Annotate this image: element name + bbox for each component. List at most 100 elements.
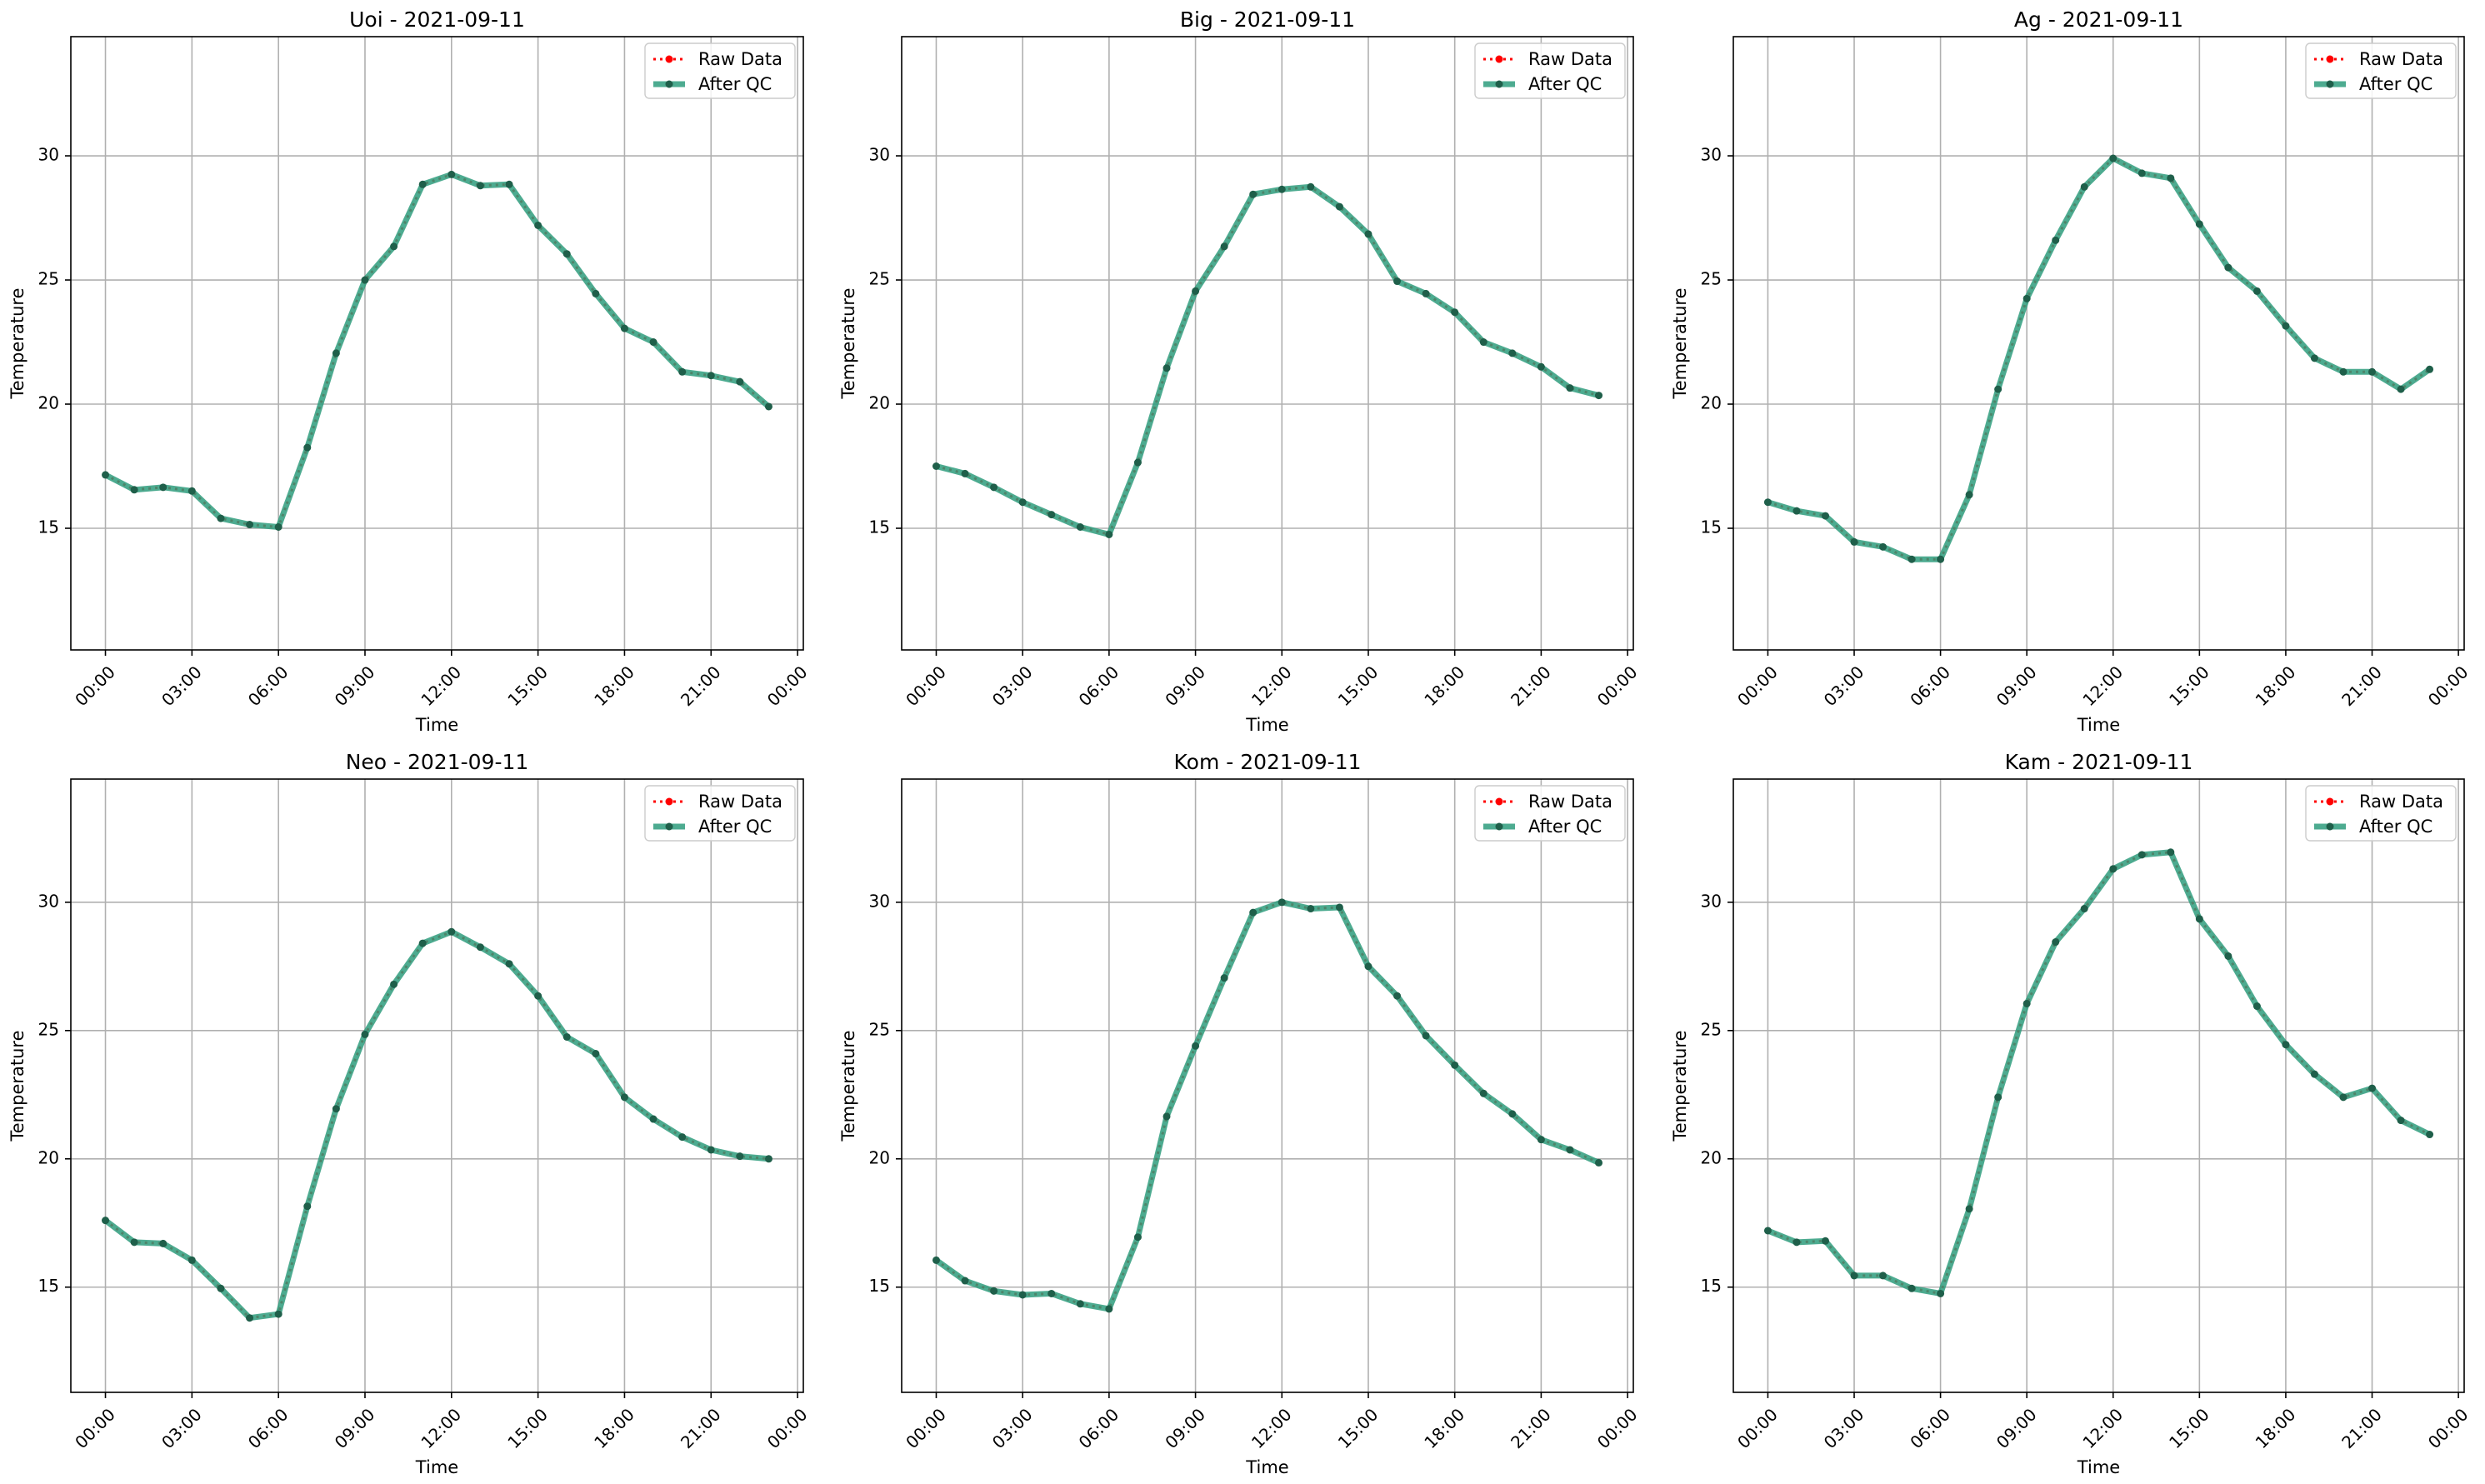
after-qc-point — [390, 242, 398, 251]
after-qc-point — [1278, 898, 1286, 907]
after-qc-point — [1965, 1205, 1973, 1213]
after-qc-point — [534, 992, 542, 1000]
after-qc-point — [620, 324, 628, 332]
y-tick-label: 20 — [1701, 1147, 1722, 1167]
after-qc-point — [1335, 202, 1343, 211]
after-qc-point — [1162, 364, 1171, 372]
after-qc-point — [1937, 1289, 1945, 1297]
series-after-qc — [1763, 848, 2434, 1297]
after-qc-line — [1764, 155, 2433, 562]
after-qc-point — [159, 1239, 168, 1247]
y-axis-label: Temperature — [1670, 1030, 1690, 1142]
legend: Raw Data After QC — [2305, 42, 2457, 99]
after-qc-point — [1479, 338, 1488, 347]
after-qc-point — [1908, 555, 1916, 563]
after-qc-point — [1133, 458, 1142, 467]
y-axis-label: Temperature — [838, 1030, 858, 1142]
legend-raw-marker — [665, 55, 673, 63]
subplot-title: Neo - 2021-09-11 — [346, 750, 529, 774]
legend-raw-marker — [2326, 55, 2334, 63]
after-qc-point — [2282, 322, 2290, 330]
x-axis-label: Time — [2077, 1457, 2120, 1477]
y-tick-label: 15 — [38, 1276, 59, 1296]
legend-raw-label: Raw Data — [698, 792, 782, 812]
legend-raw-label: Raw Data — [1528, 49, 1612, 69]
after-qc-point — [2195, 220, 2203, 228]
plot-frame — [70, 778, 804, 1393]
subplot-title: Big - 2021-09-11 — [1180, 7, 1355, 32]
legend: Raw Data After QC — [1474, 785, 1626, 842]
after-qc-point — [390, 980, 398, 988]
legend-raw-marker — [1495, 55, 1503, 63]
subplot-title: Kam - 2021-09-11 — [2005, 750, 2193, 774]
legend-qc-label: After QC — [1528, 817, 1602, 837]
after-qc-point — [534, 221, 542, 229]
legend: Raw Data After QC — [644, 42, 796, 99]
y-tick-label: 25 — [869, 1019, 890, 1039]
y-tick-label: 20 — [869, 393, 890, 413]
after-qc-point — [1821, 1237, 1829, 1245]
after-qc-point — [1105, 1305, 1113, 1313]
after-qc-point — [1220, 974, 1228, 982]
legend-raw-label: Raw Data — [1528, 792, 1612, 812]
after-qc-line — [102, 171, 772, 531]
after-qc-point — [2397, 1117, 2405, 1125]
after-qc-point — [246, 1314, 254, 1322]
legend-raw-label: Raw Data — [2359, 49, 2443, 69]
legend-qc-marker — [1495, 80, 1503, 88]
after-qc-point — [1422, 1032, 1430, 1040]
after-qc-point — [1105, 530, 1113, 538]
after-qc-point — [332, 1105, 340, 1113]
after-qc-point — [2022, 999, 2031, 1007]
after-qc-point — [1479, 1089, 1488, 1097]
after-qc-line — [1764, 849, 2433, 1297]
after-qc-point — [2080, 905, 2088, 913]
series-after-qc — [102, 170, 772, 532]
after-qc-point — [274, 523, 282, 532]
after-qc-point — [188, 1256, 196, 1264]
y-tick-label: 25 — [1701, 269, 1722, 289]
legend: Raw Data After QC — [2305, 785, 2457, 842]
legend-qc-label: After QC — [2359, 817, 2432, 837]
y-tick-label: 15 — [38, 517, 59, 537]
y-axis-ticks: 15 20 25 30 — [1701, 891, 1733, 1296]
after-qc-point — [1364, 230, 1372, 238]
y-tick-label: 30 — [869, 891, 890, 911]
after-qc-point — [1335, 903, 1343, 912]
after-qc-point — [1192, 287, 1200, 295]
legend-qc-marker — [1495, 822, 1503, 831]
legend-raw-label: Raw Data — [2359, 792, 2443, 812]
plot-frame — [901, 36, 1634, 651]
legend-qc-marker — [665, 822, 673, 831]
legend-qc-label: After QC — [1528, 74, 1602, 94]
y-tick-label: 30 — [38, 145, 59, 165]
y-tick-label: 30 — [38, 891, 59, 911]
y-tick-label: 20 — [1701, 393, 1722, 413]
plot-frame — [70, 36, 804, 651]
series-after-qc — [102, 927, 772, 1322]
after-qc-point — [102, 1217, 110, 1225]
after-qc-point — [274, 1310, 282, 1318]
after-qc-point — [1364, 962, 1372, 971]
y-axis-ticks: 15 20 25 30 — [38, 145, 71, 537]
grid — [1733, 37, 2464, 650]
after-qc-line — [102, 928, 772, 1322]
after-qc-point — [1763, 498, 1772, 507]
after-qc-point — [332, 349, 340, 357]
after-qc-point — [2339, 367, 2348, 376]
after-qc-point — [2080, 182, 2088, 191]
after-qc-point — [1451, 308, 1459, 317]
after-qc-point — [707, 372, 715, 380]
legend-qc-marker — [665, 80, 673, 88]
y-axis-label: Temperature — [1670, 287, 1690, 399]
y-axis-label: Temperature — [8, 287, 28, 399]
after-qc-point — [1850, 1272, 1858, 1280]
after-qc-point — [1821, 512, 1829, 520]
y-axis-ticks: 15 20 25 30 — [869, 891, 902, 1296]
after-qc-point — [2426, 365, 2434, 373]
after-qc-point — [2167, 848, 2175, 857]
after-qc-point — [303, 1202, 312, 1211]
subplot-title: Kom - 2021-09-11 — [1174, 750, 1362, 774]
